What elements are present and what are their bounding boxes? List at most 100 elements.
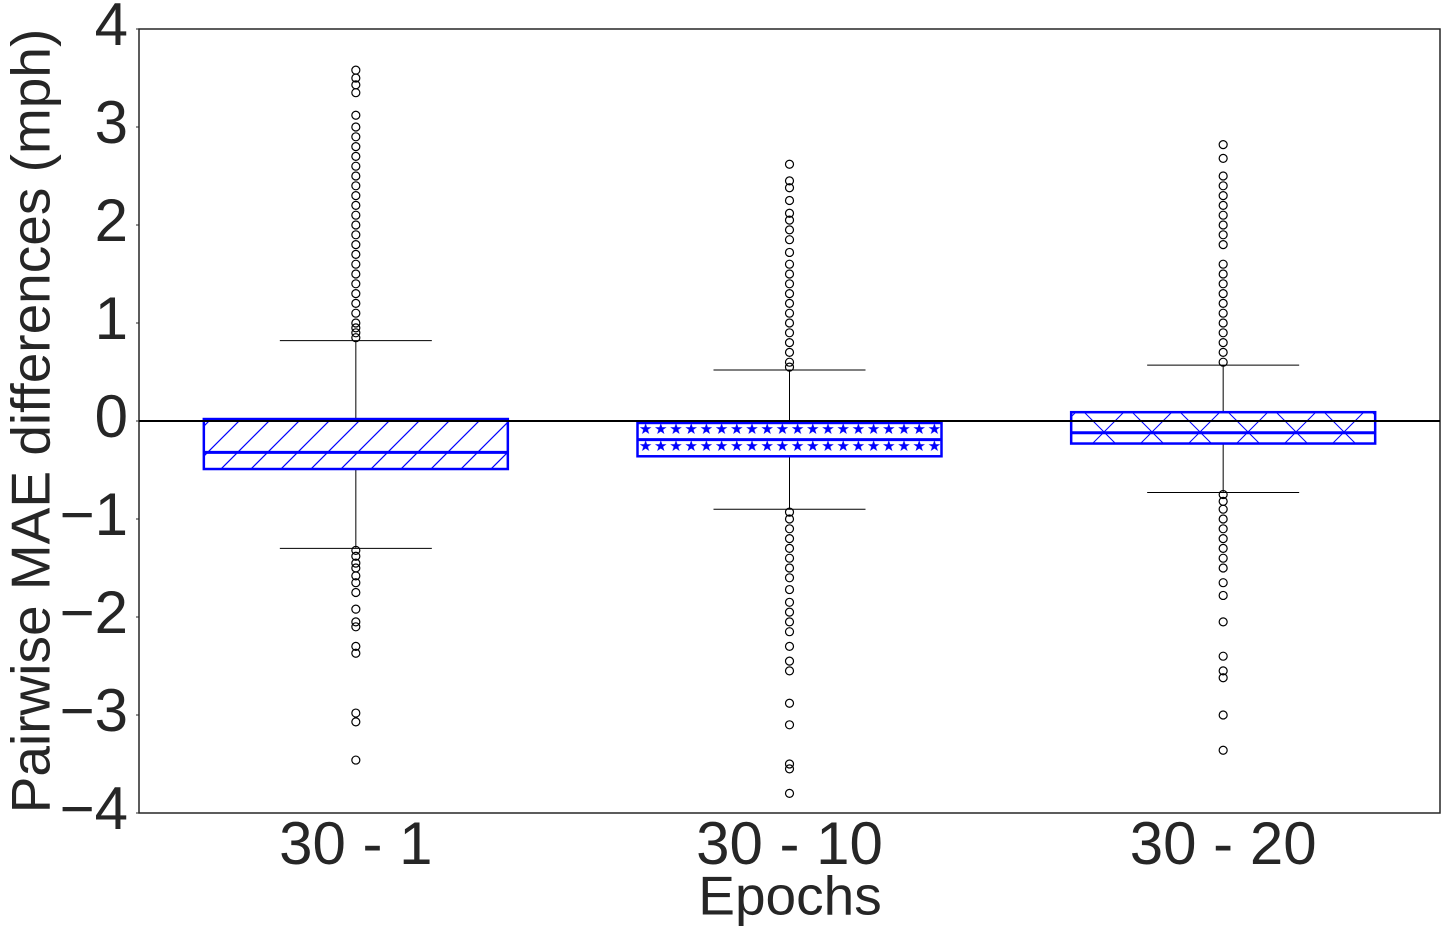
outlier	[351, 641, 361, 652]
y-tick-label: 4	[95, 0, 128, 58]
outlier	[1218, 171, 1228, 181]
outlier	[1218, 230, 1228, 240]
outlier	[784, 553, 795, 563]
outlier	[351, 333, 361, 343]
outlier	[351, 122, 361, 132]
outlier	[784, 308, 795, 318]
outlier	[351, 587, 361, 598]
outlier	[351, 191, 361, 201]
outlier	[784, 514, 795, 524]
outlier	[1218, 240, 1228, 250]
outlier	[1218, 289, 1228, 299]
outlier	[351, 308, 361, 318]
outlier	[1218, 524, 1228, 534]
outlier	[351, 161, 361, 171]
y-tick-label: 3	[95, 89, 128, 156]
y-tick-label: −3	[60, 677, 128, 744]
outlier	[351, 171, 361, 181]
x-tick-label: 30 - 1	[279, 810, 432, 877]
outlier	[1218, 269, 1228, 279]
outlier	[351, 269, 361, 279]
outlier	[784, 563, 795, 573]
x-tick-label: 30 - 10	[696, 810, 883, 877]
outlier	[784, 362, 795, 372]
outlier	[784, 607, 795, 617]
outlier	[784, 357, 795, 367]
outlier	[1218, 308, 1228, 318]
outlier	[1218, 357, 1228, 367]
outlier	[784, 764, 795, 774]
outlier	[784, 656, 795, 666]
outlier	[1218, 191, 1228, 201]
outlier	[351, 240, 361, 250]
outlier	[1218, 318, 1228, 328]
outlier	[1218, 153, 1228, 163]
outlier	[351, 200, 361, 210]
outlier	[1218, 489, 1228, 500]
outlier	[784, 298, 795, 308]
outlier	[351, 755, 361, 765]
outlier	[784, 289, 795, 299]
outlier	[351, 328, 361, 338]
outlier	[1218, 328, 1228, 338]
outlier	[784, 347, 795, 357]
outlier	[784, 666, 795, 676]
x-axis-label: Epochs	[698, 865, 881, 927]
outlier	[1218, 259, 1228, 269]
outlier	[784, 279, 795, 289]
outlier	[351, 110, 361, 120]
box-hatch	[203, 419, 508, 470]
outlier	[1218, 504, 1228, 514]
outlier	[784, 318, 795, 328]
outlier	[784, 338, 795, 348]
outlier	[784, 788, 795, 799]
outlier	[351, 545, 361, 555]
y-tick-label: −2	[60, 579, 128, 646]
outlier	[351, 558, 361, 568]
outlier	[351, 249, 361, 259]
outlier	[784, 698, 795, 708]
y-tick-label: 2	[95, 187, 128, 254]
outlier	[351, 578, 361, 588]
outlier	[351, 708, 361, 718]
outlier	[351, 617, 361, 627]
y-tick-label: −4	[60, 775, 128, 842]
outlier	[351, 717, 361, 727]
box-hatch	[1071, 412, 1376, 444]
outlier	[351, 151, 361, 161]
outlier	[1218, 666, 1228, 676]
outlier	[784, 533, 795, 544]
outlier	[1218, 514, 1228, 524]
outlier	[784, 584, 795, 595]
outlier	[351, 88, 361, 98]
outlier	[351, 648, 361, 658]
outlier	[1218, 279, 1228, 289]
outlier	[1218, 220, 1228, 230]
y-tick-label: 0	[95, 383, 128, 450]
outlier	[1218, 533, 1228, 544]
outlier	[351, 323, 361, 333]
outlier	[351, 220, 361, 230]
outlier	[351, 604, 361, 614]
outlier	[784, 235, 795, 245]
outlier	[1218, 651, 1228, 661]
outlier	[1218, 578, 1228, 588]
outlier	[1218, 140, 1228, 150]
outlier	[1218, 745, 1228, 755]
outlier	[1218, 200, 1228, 210]
outlier	[784, 269, 795, 279]
outlier	[351, 563, 361, 573]
outlier	[1218, 181, 1228, 191]
outlier	[351, 210, 361, 220]
outlier	[351, 289, 361, 299]
outlier	[1218, 590, 1228, 601]
outlier	[784, 573, 795, 583]
outlier	[351, 622, 361, 632]
outlier	[351, 298, 361, 308]
outlier	[784, 225, 795, 235]
outlier	[784, 759, 795, 769]
outlier	[1218, 347, 1228, 357]
outlier	[1218, 563, 1228, 573]
outlier	[784, 183, 795, 193]
